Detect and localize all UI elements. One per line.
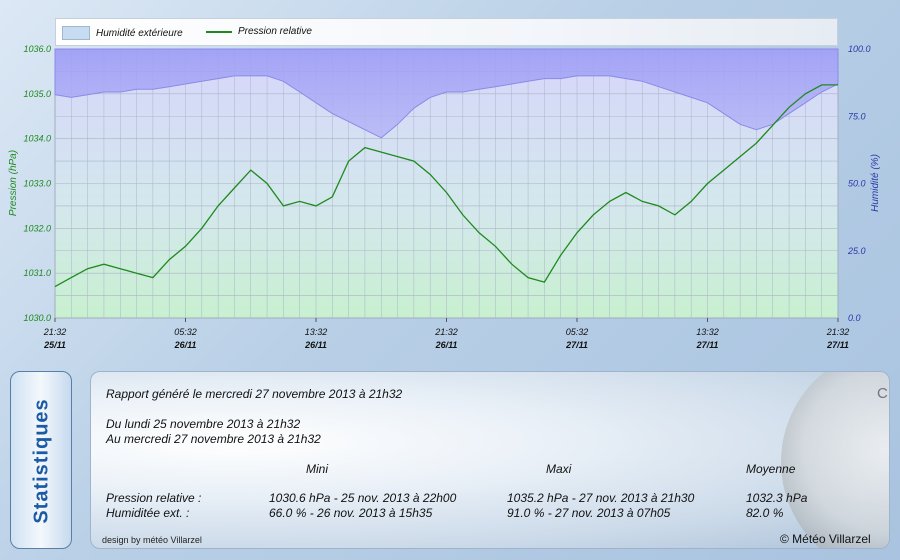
design-credit: design by météo Villarzel — [102, 535, 202, 545]
statistics-tab[interactable]: Statistiques — [10, 371, 72, 549]
x-tick-time: 21:32 — [43, 327, 67, 337]
left-tick-label: 1031.0 — [23, 268, 51, 278]
axis-labels: 1030.0 1031.0 1032.0 1033.0 1034.0 1035.0 1036… — [23, 44, 870, 350]
x-tick-date: 26/11 — [304, 340, 327, 350]
left-tick-label: 1035.0 — [23, 89, 51, 99]
header-mini: Mini — [306, 462, 329, 476]
right-tick-label: 100.0 — [848, 44, 871, 54]
x-tick-date: 27/11 — [565, 340, 588, 350]
legend-swatch-humidite — [62, 26, 90, 40]
legend-label-humidite: Humidité extérieure — [96, 27, 183, 39]
statistics-tab-label: Statistiques — [30, 398, 53, 524]
copyright: © Météo Villarzel — [780, 532, 871, 546]
x-tick-date: 26/11 — [435, 340, 458, 350]
barometer-gauge-image: CHANGE — [781, 372, 889, 548]
row-pression-label: Pression relative : — [106, 491, 202, 505]
right-axis-title: Humidité (%) — [870, 154, 881, 212]
legend-item-humidite: Humidité extérieure — [62, 26, 183, 40]
left-tick-label: 1033.0 — [23, 179, 51, 189]
left-tick-label: 1030.0 — [23, 313, 51, 323]
legend-swatch-pression — [206, 30, 232, 33]
x-tick-time: 21:32 — [826, 327, 850, 337]
period-from: Du lundi 25 novembre 2013 à 21h32 — [106, 417, 301, 431]
statistics-panel: CHANGE Rapport généré le mercredi 27 nov… — [90, 371, 890, 549]
period-to: Au mercredi 27 novembre 2013 à 21h32 — [106, 432, 321, 446]
header-maxi: Maxi — [546, 462, 572, 476]
legend-item-pression: Pression relative — [206, 26, 312, 37]
row-pression-maxi: 1035.2 hPa - 27 nov. 2013 à 21h30 — [507, 491, 695, 505]
x-tick-date: 25/11 — [43, 340, 66, 350]
right-tick-label: 75.0 — [848, 111, 866, 121]
x-tick-date: 27/11 — [826, 340, 849, 350]
row-humidite-maxi: 91.0 % - 27 nov. 2013 à 07h05 — [507, 506, 671, 520]
report-line: Rapport généré le mercredi 27 novembre 2… — [106, 387, 403, 401]
x-tick-date: 26/11 — [174, 340, 197, 350]
chart-legend: Humidité extérieure Pression relative — [55, 18, 838, 46]
right-tick-label: 0.0 — [848, 313, 861, 323]
series-pression-line — [54, 84, 838, 288]
left-tick-label: 1034.0 — [23, 134, 51, 144]
row-pression-moyenne: 1032.3 hPa — [746, 491, 808, 505]
left-tick-label: 1032.0 — [23, 223, 51, 233]
left-axis-title: Pression (hPa) — [8, 150, 19, 216]
header-moyenne: Moyenne — [746, 462, 796, 476]
x-tick-time: 05:32 — [566, 327, 589, 337]
series-humidite-area — [54, 48, 839, 139]
x-tick-time: 13:32 — [305, 327, 328, 337]
right-tick-label: 25.0 — [847, 246, 866, 256]
row-humidite-label: Humiditée ext. : — [106, 506, 190, 520]
right-tick-label: 50.0 — [848, 179, 866, 189]
row-pression-mini: 1030.6 hPa - 25 nov. 2013 à 22h00 — [269, 491, 457, 505]
x-tick-time: 21:32 — [434, 327, 458, 337]
x-tick-time: 13:32 — [696, 327, 719, 337]
x-tick-time: 05:32 — [174, 327, 197, 337]
x-tick-date: 27/11 — [696, 340, 719, 350]
row-humidite-mini: 66.0 % - 26 nov. 2013 à 15h35 — [269, 506, 433, 520]
weather-chart: 1030.0 1031.0 1032.0 1033.0 1034.0 1035.0 1036… — [8, 44, 881, 350]
row-humidite-moyenne: 82.0 % — [746, 506, 784, 520]
gauge-word: CHANGE — [877, 385, 889, 402]
left-tick-label: 1036.0 — [23, 44, 51, 54]
legend-label-pression: Pression relative — [238, 26, 312, 37]
